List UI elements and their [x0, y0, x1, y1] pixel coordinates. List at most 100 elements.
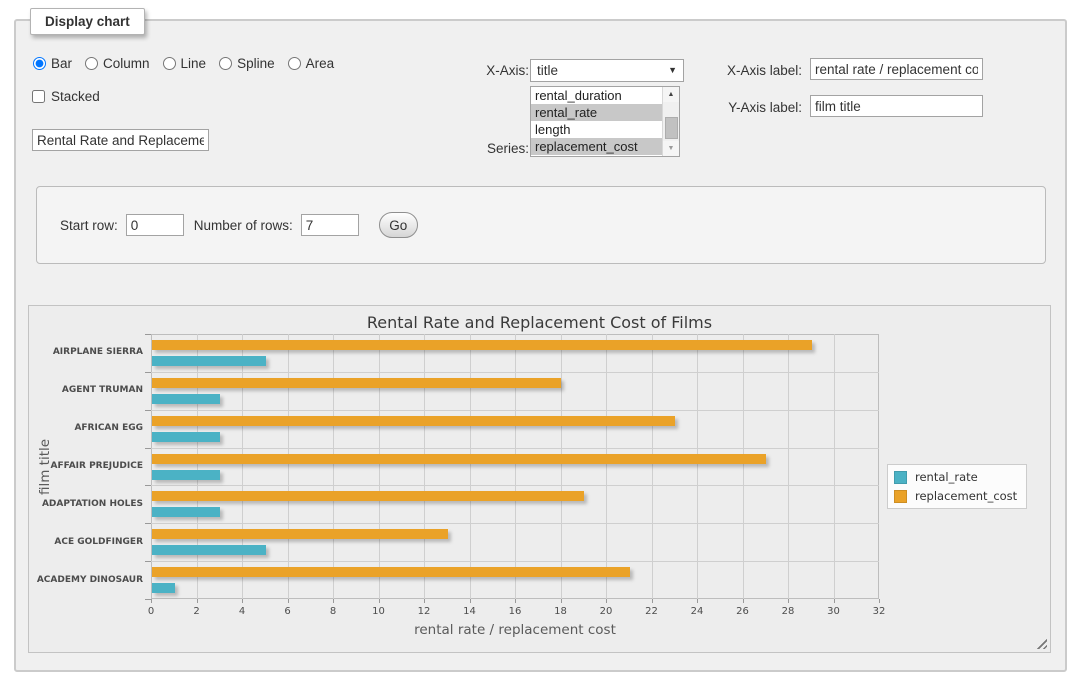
x-tick-label: 2 — [193, 606, 200, 617]
category-label: ADAPTATION HOLES — [41, 498, 143, 509]
chart-type-radio-spline[interactable]: Spline — [219, 56, 275, 71]
chart-type-radio-line[interactable]: Line — [162, 56, 207, 71]
gridline-vertical — [560, 334, 562, 599]
series-option-rental_rate[interactable]: rental_rate — [531, 104, 662, 121]
bar-replacement_cost — [152, 529, 448, 540]
bar-rental_rate — [152, 583, 175, 594]
stacked-checkbox[interactable] — [32, 90, 45, 103]
y-tick-mark — [145, 409, 151, 411]
series-list-label: Series: — [486, 141, 529, 156]
bar-rental_rate — [152, 356, 266, 366]
legend-item: rental_rate — [894, 470, 1017, 484]
x-tick-label: 18 — [554, 606, 567, 617]
y-tick-mark — [145, 561, 151, 563]
chart-type-radio-column[interactable]: Column — [85, 56, 150, 71]
chart-title-input[interactable] — [32, 129, 209, 151]
chart-type-radio-area[interactable]: Area — [287, 56, 334, 71]
y-axis-label-input[interactable] — [810, 95, 983, 117]
series-listbox[interactable]: rental_duration rental_rate length replacem… — [530, 86, 680, 157]
radio-label: Column — [103, 56, 150, 71]
x-axis-label-input[interactable] — [810, 58, 983, 80]
x-tick-mark — [378, 599, 380, 603]
scroll-down-icon[interactable]: ▼ — [663, 141, 679, 156]
radio-label: Line — [180, 56, 207, 71]
gridline-vertical — [287, 334, 289, 599]
resize-handle-icon[interactable] — [1036, 638, 1047, 649]
bar-replacement_cost — [152, 453, 766, 464]
bar-replacement_cost — [152, 377, 562, 388]
gridline-vertical — [606, 334, 607, 599]
dropdown-arrow-icon: ▼ — [668, 65, 677, 75]
chart-type-radio-bar[interactable]: Bar — [33, 56, 72, 71]
start-row-label: Start row: — [60, 217, 118, 233]
radio-label: Bar — [51, 56, 73, 71]
bar-rental_rate — [152, 469, 220, 480]
radio-input[interactable] — [85, 57, 99, 70]
x-tick-label: 0 — [147, 606, 155, 617]
x-axis-select-label: X-Axis: — [486, 63, 529, 78]
gridline-horizontal — [151, 523, 879, 525]
series-option-rental_duration[interactable]: rental_duration — [535, 88, 622, 103]
bar-rental_rate — [152, 393, 220, 404]
x-tick-label: 6 — [284, 606, 291, 617]
x-tick-label: 4 — [238, 606, 246, 617]
x-tick-label: 30 — [827, 606, 840, 617]
x-tick-mark — [242, 599, 243, 603]
x-tick-mark — [788, 599, 789, 603]
gridline-horizontal — [151, 409, 879, 411]
category-label: AFRICAN EGG — [74, 423, 143, 434]
gridline-vertical — [333, 334, 334, 599]
x-tick-mark — [151, 599, 152, 603]
legend-swatch-icon — [894, 489, 907, 503]
gridline-vertical — [196, 334, 198, 599]
scroll-up-icon[interactable]: ▲ — [663, 87, 679, 102]
radio-label: Spline — [237, 56, 275, 71]
x-tick-label: 10 — [372, 606, 385, 617]
radio-input[interactable] — [287, 57, 301, 70]
chart-title: Rental Rate and Replacement Cost of Film… — [366, 313, 713, 332]
y-tick-mark — [145, 447, 151, 449]
x-tick-label: 28 — [781, 606, 795, 617]
start-row-input[interactable] — [125, 214, 184, 236]
bar-rental_rate — [152, 507, 220, 518]
y-tick-mark — [145, 371, 151, 373]
x-tick-mark — [697, 599, 698, 603]
x-tick-mark — [424, 599, 425, 603]
gridline-vertical — [424, 334, 425, 599]
gridline-vertical — [469, 334, 471, 599]
bar-replacement_cost — [152, 415, 675, 426]
scrollbar-thumb[interactable] — [665, 117, 678, 139]
gridline-horizontal — [151, 447, 879, 449]
x-tick-mark — [469, 599, 471, 603]
x-tick-label: 26 — [736, 606, 749, 617]
x-axis-select[interactable]: title ▼ — [530, 59, 684, 82]
legend-label: rental_rate — [915, 470, 978, 484]
gridline-vertical — [651, 334, 653, 599]
x-tick-label: 12 — [417, 606, 431, 617]
radio-input[interactable] — [33, 57, 46, 70]
panel-title: Display chart — [30, 8, 145, 35]
display-chart-panel: Display chart Bar Column Line Spline Area St… — [14, 8, 1067, 672]
y-tick-mark — [145, 523, 151, 525]
radio-input[interactable] — [162, 57, 176, 70]
go-button[interactable]: Go — [378, 212, 418, 238]
series-scrollbar[interactable]: ▲ ▼ — [662, 87, 679, 156]
number-of-rows-label: Number of rows: — [193, 217, 293, 233]
chart-type-radiogroup: Bar Column Line Spline Area — [33, 56, 347, 71]
x-tick-mark — [515, 599, 516, 603]
x-tick-label: 8 — [329, 606, 337, 617]
stacked-checkbox-row[interactable]: Stacked — [32, 89, 100, 104]
series-option-length[interactable]: length — [535, 122, 571, 137]
gridline-horizontal — [151, 561, 879, 563]
x-tick-label: 14 — [463, 606, 476, 617]
series-option-replacement_cost[interactable]: replacement_cost — [531, 138, 662, 155]
x-tick-mark — [196, 599, 198, 603]
x-tick-mark — [333, 599, 334, 603]
x-tick-mark — [742, 599, 744, 603]
radio-input[interactable] — [219, 57, 233, 70]
number-of-rows-input[interactable] — [300, 214, 359, 236]
bar-replacement_cost — [152, 340, 812, 350]
y-axis-label-field-label: Y-Axis label: — [728, 100, 802, 115]
gridline-vertical — [833, 334, 835, 599]
gridline-vertical — [697, 334, 698, 599]
